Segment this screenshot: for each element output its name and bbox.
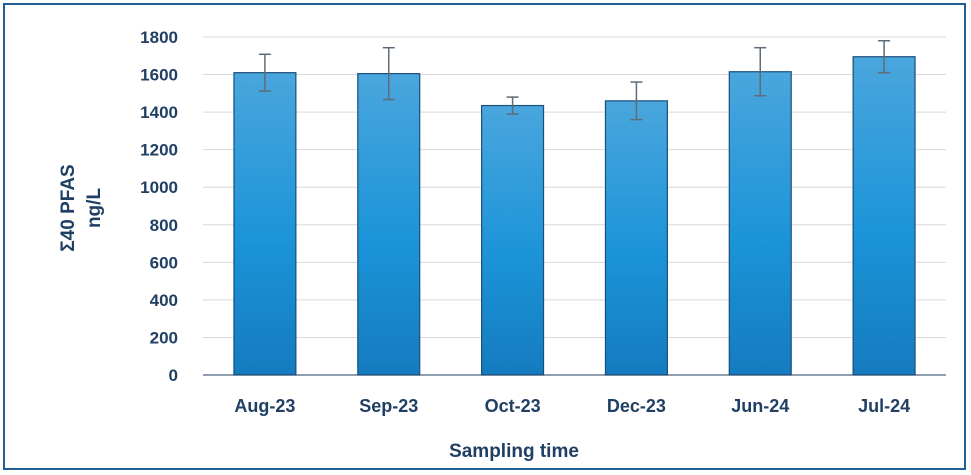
- error-bar: [382, 46, 395, 101]
- bar: [233, 72, 297, 376]
- x-tick-label: Jul-24: [858, 396, 910, 416]
- error-bar: [506, 96, 519, 115]
- x-tick-label: Oct-23: [485, 396, 541, 416]
- x-tick-labels: Aug-23 Sep-23 Oct-23 Dec-23 Jun-24 Jul-24: [234, 396, 910, 416]
- y-axis-title: Σ40 PFAS ng/L: [58, 164, 105, 251]
- x-tick-label: Jun-24: [731, 396, 789, 416]
- error-bar: [258, 53, 271, 92]
- y-tick-label: 1400: [140, 103, 178, 122]
- y-axis-title-line-1: Σ40 PFAS: [58, 164, 79, 251]
- bar: [604, 100, 668, 376]
- y-tick-label: 600: [150, 253, 178, 272]
- y-tick-label: 0: [169, 366, 178, 385]
- bars: [233, 56, 916, 376]
- bar: [852, 56, 916, 376]
- bar: [728, 71, 792, 376]
- y-tick-label: 400: [150, 291, 178, 310]
- y-tick-label: 800: [150, 216, 178, 235]
- y-tick-labels: 0 200 400 600 800 1000 1200 1400 1600 1800: [140, 28, 178, 385]
- x-axis-title: Sampling time: [449, 441, 579, 462]
- gridlines: [203, 36, 946, 338]
- error-bar: [878, 40, 891, 74]
- x-tick-label: Sep-23: [359, 396, 418, 416]
- error-bar: [754, 46, 767, 97]
- error-bar: [630, 81, 643, 121]
- y-axis-title-line-2: ng/L: [84, 188, 105, 228]
- y-tick-label: 1000: [140, 178, 178, 197]
- x-tick-label: Dec-23: [607, 396, 666, 416]
- y-tick-label: 1800: [140, 28, 178, 47]
- y-tick-label: 200: [150, 328, 178, 347]
- y-tick-label: 1200: [140, 141, 178, 160]
- y-tick-label: 1600: [140, 66, 178, 85]
- error-bars: [258, 40, 891, 121]
- bar: [357, 73, 421, 376]
- bar: [481, 104, 545, 376]
- x-tick-label: Aug-23: [234, 396, 295, 416]
